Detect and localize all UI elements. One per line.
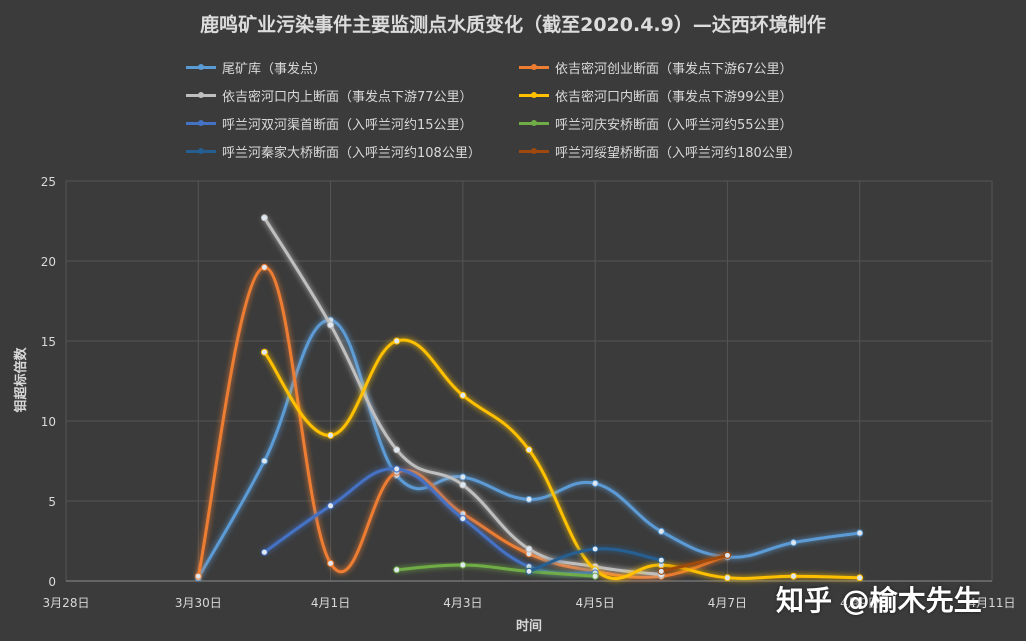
- series-7: [657, 551, 731, 575]
- chart-title: 鹿鸣矿业污染事件主要监测点水质变化（截至2020.4.9）—达西环境制作: [200, 14, 826, 36]
- data-point: [591, 479, 599, 487]
- legend-swatch: [519, 91, 549, 98]
- legend-item: 尾矿库（事发点）: [186, 56, 326, 78]
- x-tick-label: 4月1日: [311, 596, 350, 610]
- data-point: [393, 446, 401, 454]
- data-point: [525, 545, 533, 553]
- y-tick-label: 10: [41, 415, 56, 429]
- data-point: [260, 348, 268, 356]
- legend-swatch: [186, 91, 216, 98]
- series-5: [393, 561, 599, 580]
- data-point: [856, 529, 864, 537]
- x-tick-label: 4月9日: [840, 596, 879, 610]
- grid: [65, 180, 993, 582]
- axes: 0 5 10 15 20 25 3月28日 3月30日 4月1日 4月3日 4月5日 4月7日 4月9日…: [41, 175, 1016, 610]
- data-point: [723, 574, 731, 582]
- data-point: [393, 337, 401, 345]
- y-axis-label: 钼超标倍数: [13, 347, 29, 413]
- series-6: [525, 545, 665, 575]
- legend-label: 依吉密河口内上断面（事发点下游77公里）: [222, 89, 473, 105]
- data-point: [790, 572, 798, 580]
- data-point: [657, 567, 665, 575]
- legend-item: 呼兰河绥望桥断面（入呼兰河约180公里）: [519, 140, 801, 162]
- legend-label: 尾矿库（事发点）: [222, 61, 327, 77]
- data-point: [657, 556, 665, 564]
- data-point: [260, 214, 268, 222]
- data-point: [657, 527, 665, 535]
- legend-swatch: [186, 147, 216, 154]
- series-line: [659, 553, 729, 573]
- x-tick-label: 4月11日: [969, 596, 1016, 610]
- legend-item: 依吉密河口内断面（事发点下游99公里）: [519, 84, 793, 106]
- series-line: [395, 563, 597, 578]
- legend-label: 呼兰河秦家大桥断面（入呼兰河约108公里）: [222, 145, 481, 161]
- data-point: [459, 473, 467, 481]
- data-point: [790, 539, 798, 547]
- x-axis-label: 时间: [516, 618, 542, 634]
- legend-swatch: [519, 119, 549, 126]
- data-point: [260, 457, 268, 465]
- legend-item: 呼兰河双河渠首断面（入呼兰河约15公里）: [186, 112, 473, 134]
- data-point: [459, 391, 467, 399]
- legend-label: 呼兰河双河渠首断面（入呼兰河约15公里）: [222, 117, 473, 133]
- legend-item: 依吉密河口内上断面（事发点下游77公里）: [186, 84, 473, 106]
- series-4: [260, 465, 599, 577]
- legend-swatch: [519, 147, 549, 154]
- data-point: [525, 446, 533, 454]
- y-tick-label: 20: [41, 255, 56, 269]
- x-tick-label: 4月7日: [708, 596, 747, 610]
- data-point: [393, 566, 401, 574]
- legend-label: 依吉密河口内断面（事发点下游99公里）: [555, 89, 793, 105]
- data-point: [260, 548, 268, 556]
- y-tick-label: 25: [41, 175, 56, 189]
- data-point: [327, 502, 335, 510]
- data-point: [459, 561, 467, 569]
- legend-item: 呼兰河秦家大桥断面（入呼兰河约108公里）: [186, 140, 481, 162]
- x-tick-label: 4月5日: [576, 596, 615, 610]
- legend-label: 呼兰河绥望桥断面（入呼兰河约180公里）: [555, 145, 801, 161]
- series-line: [262, 338, 862, 581]
- data-point: [525, 567, 533, 575]
- x-tick-label: 3月28日: [43, 596, 90, 610]
- legend-label: 呼兰河庆安桥断面（入呼兰河约55公里）: [555, 117, 793, 133]
- data-point: [591, 572, 599, 580]
- watermark: 知乎 @榆木先生: [776, 584, 982, 617]
- data-point: [327, 431, 335, 439]
- data-point: [459, 481, 467, 489]
- data-point: [591, 545, 599, 553]
- data-point: [393, 465, 401, 473]
- x-tick-label: 4月3日: [443, 596, 482, 610]
- x-tick-label: 3月30日: [175, 596, 222, 610]
- y-tick-label: 0: [48, 575, 56, 589]
- legend-item: 依吉密河创业断面（事发点下游67公里）: [519, 56, 793, 78]
- data-point: [194, 572, 202, 580]
- data-point: [723, 551, 731, 559]
- y-tick-label: 5: [48, 495, 56, 509]
- data-point: [525, 495, 533, 503]
- data-point: [856, 574, 864, 582]
- y-tick-label: 15: [41, 335, 56, 349]
- legend-swatch: [186, 63, 216, 70]
- legend-swatch: [519, 63, 549, 70]
- series-layer: [194, 214, 864, 582]
- legend-item: 呼兰河庆安桥断面（入呼兰河约55公里）: [519, 112, 793, 134]
- legend-swatch: [186, 119, 216, 126]
- data-point: [327, 321, 335, 329]
- series-3: [260, 337, 864, 582]
- data-point: [459, 515, 467, 523]
- legend-label: 依吉密河创业断面（事发点下游67公里）: [555, 61, 793, 77]
- data-point: [327, 559, 335, 567]
- data-point: [260, 263, 268, 271]
